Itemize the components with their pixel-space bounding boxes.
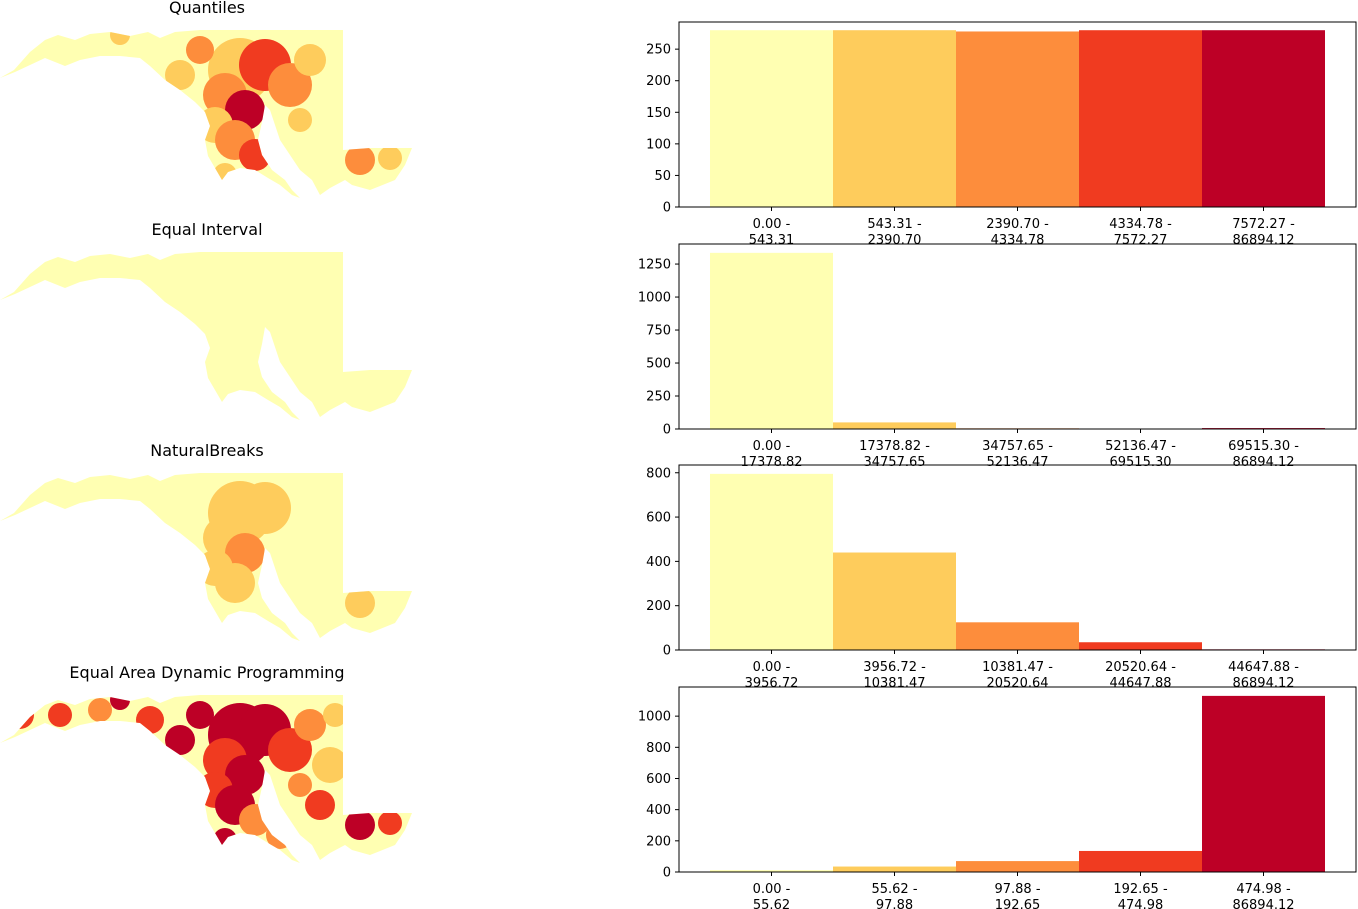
region-patch xyxy=(312,747,348,783)
x-tick-label: 0.00 -55.62 xyxy=(753,882,791,909)
bar-3 xyxy=(956,861,1079,872)
y-tick-label: 800 xyxy=(646,741,671,756)
x-tick-label: 3956.72 -10381.47 xyxy=(863,660,926,691)
bar-5 xyxy=(1202,30,1325,207)
bar-3 xyxy=(956,622,1079,650)
bar-2 xyxy=(833,866,956,872)
y-tick-label: 500 xyxy=(646,357,671,372)
region-patch xyxy=(345,145,375,175)
region-patch xyxy=(186,701,214,729)
region-patch xyxy=(305,790,335,820)
y-tick-label: 200 xyxy=(646,834,671,849)
region-patch xyxy=(378,146,402,170)
region-patch xyxy=(186,36,214,64)
y-tick-label: 1000 xyxy=(638,710,671,725)
bar-1 xyxy=(710,30,833,207)
x-tick-label: 97.88 -192.65 xyxy=(994,882,1040,909)
region-patch xyxy=(288,773,312,797)
bar-3 xyxy=(956,31,1079,207)
bar-2 xyxy=(833,30,956,207)
x-tick-label: 192.65 -474.98 xyxy=(1113,882,1168,909)
map-title-equal-area: Equal Area Dynamic Programming xyxy=(69,663,345,682)
y-tick-label: 1000 xyxy=(638,291,671,306)
y-tick-label: 750 xyxy=(646,324,671,339)
region-patch xyxy=(378,811,402,835)
map-title-natural-breaks: NaturalBreaks xyxy=(150,441,264,460)
x-tick-label: 543.31 -2390.70 xyxy=(867,217,922,248)
bar-chart-1: 0 50 100 150 200 250 0.00 -543.31 543.31 -2390.… xyxy=(646,21,1357,248)
y-tick-label: 100 xyxy=(646,137,671,152)
region-patch xyxy=(294,44,326,76)
x-tick-label: 474.98 -86894.12 xyxy=(1232,882,1294,909)
region-patch xyxy=(268,728,312,772)
x-tick-label: 0.00 -543.31 xyxy=(749,217,795,248)
x-tick-label: 0.00 -3956.72 xyxy=(745,660,799,691)
bar-chart-3: 0 200 400 600 800 0.00 -3956.72 3956.72 -10381… xyxy=(646,464,1357,691)
bar-4 xyxy=(1079,850,1202,872)
y-tick-label: 200 xyxy=(646,599,671,614)
choropleth-map-2 xyxy=(0,252,412,420)
y-tick-label: 600 xyxy=(646,772,671,787)
region-patch xyxy=(345,810,375,840)
y-tick-label: 0 xyxy=(663,423,671,438)
choropleth-map-1 xyxy=(0,30,412,198)
y-tick-label: 400 xyxy=(646,803,671,818)
region-patch xyxy=(48,703,72,727)
state-shape xyxy=(0,252,412,420)
y-tick-label: 0 xyxy=(663,644,671,659)
y-tick-label: 250 xyxy=(646,390,671,405)
region-patch xyxy=(323,703,347,727)
x-tick-label: 52136.47 -69515.30 xyxy=(1105,439,1176,470)
x-tick-label: 2390.70 -4334.78 xyxy=(986,217,1049,248)
region-patch xyxy=(110,30,130,45)
y-tick-label: 0 xyxy=(663,201,671,216)
bar-chart-2: 0 250 500 750 1000 1250 0.00 -17378.82 17378.82… xyxy=(638,243,1357,470)
region-patch xyxy=(165,725,195,755)
choropleth-map-3 xyxy=(0,473,412,641)
bar-5 xyxy=(1202,695,1325,872)
x-tick-label: 7572.27 -86894.12 xyxy=(1232,217,1295,248)
x-tick-label: 34757.65 -52136.47 xyxy=(982,439,1053,470)
bar-2 xyxy=(833,552,956,650)
bar-chart-4: 0 200 400 600 800 1000 0.00 -55.62 55.62 -97.88… xyxy=(638,686,1357,909)
x-tick-label: 4334.78 -7572.27 xyxy=(1109,217,1172,248)
bar-4 xyxy=(1079,642,1202,650)
map-title-quantiles: Quantiles xyxy=(168,0,246,17)
y-tick-label: 600 xyxy=(646,511,671,526)
region-patch xyxy=(288,108,312,132)
region-patch xyxy=(239,482,291,534)
x-tick-label: 20520.64 -44647.88 xyxy=(1105,660,1176,691)
bar-4 xyxy=(1079,30,1202,207)
y-tick-label: 400 xyxy=(646,555,671,570)
y-tick-label: 250 xyxy=(646,43,671,58)
x-tick-label: 17378.82 -34757.65 xyxy=(859,439,930,470)
region-patch xyxy=(294,709,326,741)
y-tick-label: 150 xyxy=(646,106,671,121)
bar-1 xyxy=(710,252,833,429)
x-tick-label: 69515.30 -86894.12 xyxy=(1228,439,1299,470)
region-patch xyxy=(345,588,375,618)
region-patch xyxy=(88,698,112,722)
y-tick-label: 200 xyxy=(646,74,671,89)
y-tick-label: 800 xyxy=(646,466,671,481)
x-tick-label: 0.00 -17378.82 xyxy=(740,439,802,470)
region-patch xyxy=(215,563,255,603)
y-tick-label: 0 xyxy=(663,866,671,881)
x-tick-label: 44647.88 -86894.12 xyxy=(1228,660,1299,691)
bar-1 xyxy=(710,473,833,650)
bar-1 xyxy=(710,870,833,872)
region-patch xyxy=(165,60,195,90)
region-patch xyxy=(268,63,312,107)
x-tick-label: 10381.47 -20520.64 xyxy=(982,660,1053,691)
map-title-equal-interval: Equal Interval xyxy=(151,220,263,239)
y-tick-label: 1250 xyxy=(638,258,671,273)
bar-2 xyxy=(833,422,956,429)
y-tick-label: 50 xyxy=(654,169,671,184)
choropleth-map-4 xyxy=(0,695,412,863)
region-patch xyxy=(110,695,130,710)
x-tick-label: 55.62 -97.88 xyxy=(871,882,917,909)
